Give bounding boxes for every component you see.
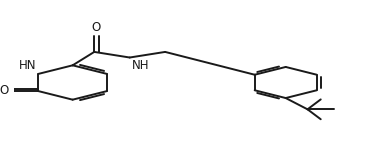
Text: O: O	[0, 84, 9, 97]
Text: HN: HN	[19, 59, 36, 72]
Text: NH: NH	[132, 59, 149, 72]
Text: O: O	[91, 21, 101, 34]
